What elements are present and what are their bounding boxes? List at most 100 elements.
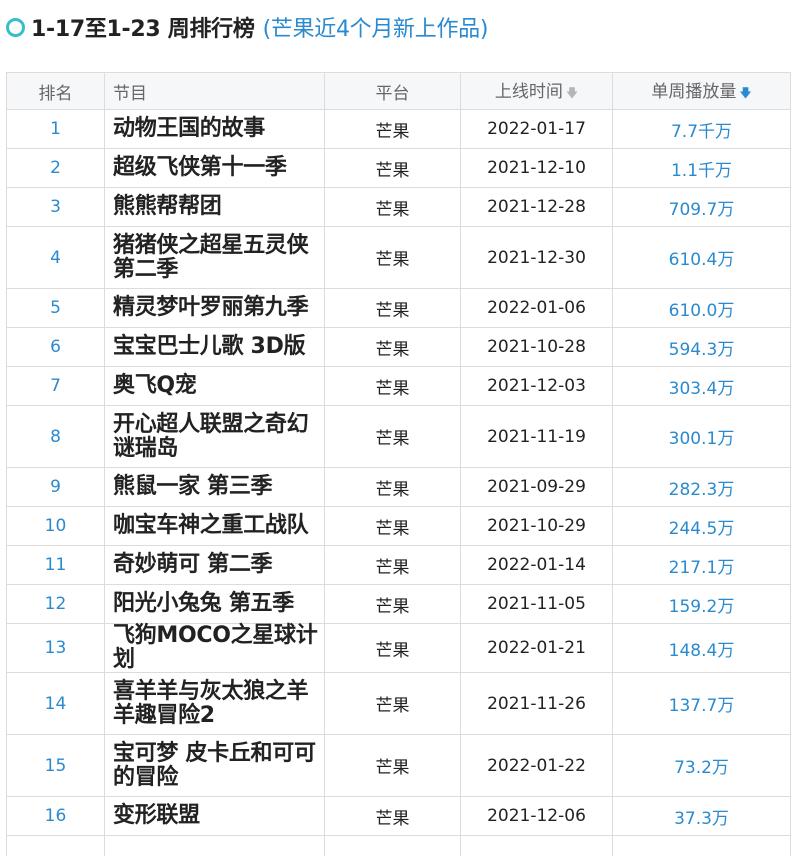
weekly-plays-cell: 217.1万 [613,546,791,585]
platform-cell: 芒果 [325,406,461,468]
weekly-plays-cell: 709.7万 [613,188,791,227]
page-subtitle: (芒果近4个月新上作品) [263,11,489,43]
release-date-cell: 2022-01-17 [461,110,613,149]
table-row-partial [7,836,791,856]
page-title: 1-17至1-23 周排行榜 [31,11,255,43]
empty-cell [105,836,325,856]
weekly-plays-cell: 1.1千万 [613,149,791,188]
release-date-cell: 2022-01-06 [461,289,613,328]
empty-cell [7,836,105,856]
weekly-plays-cell: 300.1万 [613,406,791,468]
title-cell[interactable]: 宝可梦 皮卡丘和可可的冒险 [105,735,325,797]
weekly-plays-cell: 303.4万 [613,367,791,406]
weekly-plays-cell: 148.4万 [613,624,791,673]
platform-cell: 芒果 [325,367,461,406]
title-cell[interactable]: 熊鼠一家 第三季 [105,468,325,507]
rank-cell: 1 [7,110,105,149]
arrow-down-blue-icon[interactable]: 🡇 [739,86,751,100]
release-date-cell: 2021-11-19 [461,406,613,468]
platform-cell: 芒果 [325,585,461,624]
title-cell[interactable]: 动物王国的故事 [105,110,325,149]
platform-cell: 芒果 [325,468,461,507]
column-header-release[interactable]: 上线时间🡇 [461,73,613,110]
title-cell[interactable]: 飞狗MOCO之星球计划 [105,624,325,673]
release-date-cell: 2021-10-29 [461,507,613,546]
release-date-cell: 2021-11-26 [461,673,613,735]
weekly-plays-cell: 159.2万 [613,585,791,624]
platform-cell: 芒果 [325,227,461,289]
column-header-platform[interactable]: 平台 [325,73,461,110]
weekly-plays-cell: 282.3万 [613,468,791,507]
title-cell[interactable]: 阳光小兔兔 第五季 [105,585,325,624]
table-header-row: 排名 节目 平台 上线时间🡇 单周播放量🡇 [7,73,791,110]
release-date-cell: 2022-01-21 [461,624,613,673]
empty-cell [613,836,791,856]
platform-cell: 芒果 [325,110,461,149]
title-cell[interactable]: 开心超人联盟之奇幻谜瑞岛 [105,406,325,468]
release-date-cell: 2021-12-10 [461,149,613,188]
page-header: 1-17至1-23 周排行榜 (芒果近4个月新上作品) [6,10,488,44]
release-date-cell: 2021-12-28 [461,188,613,227]
weekly-plays-cell: 137.7万 [613,673,791,735]
platform-cell: 芒果 [325,149,461,188]
rank-cell: 11 [7,546,105,585]
title-cell[interactable]: 宝宝巴士儿歌 3D版 [105,328,325,367]
weekly-plays-cell: 7.7千万 [613,110,791,149]
arrow-down-gray-icon[interactable]: 🡇 [566,86,578,100]
platform-cell: 芒果 [325,624,461,673]
platform-cell: 芒果 [325,735,461,797]
rank-cell: 5 [7,289,105,328]
weekly-plays-cell: 244.5万 [613,507,791,546]
rank-cell: 12 [7,585,105,624]
platform-cell: 芒果 [325,289,461,328]
title-cell[interactable]: 猪猪侠之超星五灵侠 第二季 [105,227,325,289]
rank-cell: 4 [7,227,105,289]
rank-cell: 10 [7,507,105,546]
release-date-cell: 2022-01-22 [461,735,613,797]
circle-icon [6,18,25,37]
weekly-plays-cell: 610.4万 [613,227,791,289]
title-cell[interactable]: 喜羊羊与灰太狼之羊羊趣冒险2 [105,673,325,735]
release-date-cell: 2021-12-03 [461,367,613,406]
rank-cell: 15 [7,735,105,797]
empty-cell [461,836,613,856]
title-cell[interactable]: 咖宝车神之重工战队 [105,507,325,546]
platform-cell: 芒果 [325,673,461,735]
weekly-plays-cell: 610.0万 [613,289,791,328]
rank-cell: 3 [7,188,105,227]
title-cell[interactable]: 超级飞侠第十一季 [105,149,325,188]
release-date-cell: 2021-09-29 [461,468,613,507]
empty-cell [325,836,461,856]
rank-cell: 14 [7,673,105,735]
column-header-release-label: 上线时间 [495,82,563,102]
title-cell[interactable]: 奥飞Q宠 [105,367,325,406]
column-header-plays[interactable]: 单周播放量🡇 [613,73,791,110]
weekly-plays-cell: 73.2万 [613,735,791,797]
title-cell[interactable]: 精灵梦叶罗丽第九季 [105,289,325,328]
title-cell[interactable]: 熊熊帮帮团 [105,188,325,227]
rank-cell: 8 [7,406,105,468]
platform-cell: 芒果 [325,546,461,585]
column-header-title[interactable]: 节目 [105,73,325,110]
column-header-rank[interactable]: 排名 [7,73,105,110]
column-header-plays-label: 单周播放量 [651,82,736,102]
rank-cell: 2 [7,149,105,188]
title-cell[interactable]: 奇妙萌可 第二季 [105,546,325,585]
rank-cell: 9 [7,468,105,507]
